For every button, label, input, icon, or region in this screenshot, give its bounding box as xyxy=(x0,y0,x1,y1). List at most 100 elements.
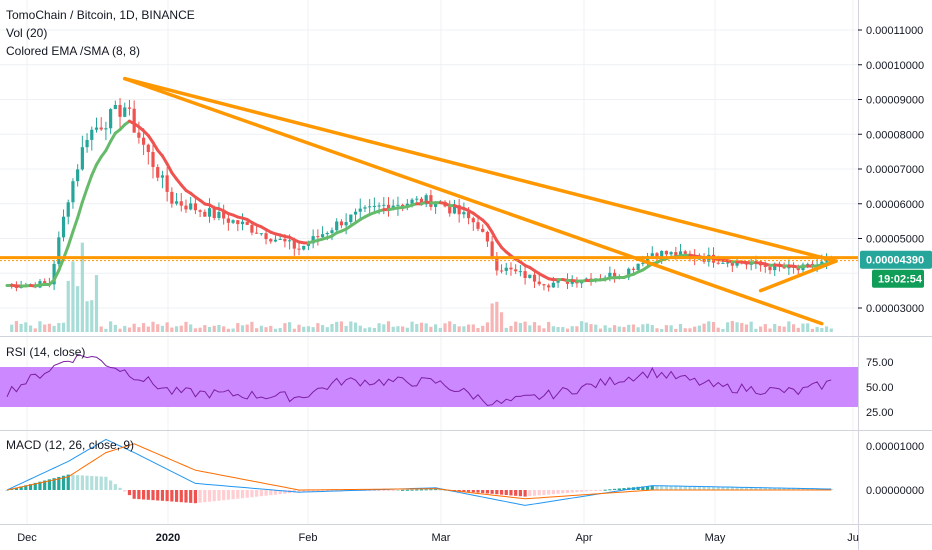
macd-histogram-bar xyxy=(203,490,207,503)
volume-bar xyxy=(424,323,428,332)
volume-bar xyxy=(80,242,84,332)
ema-segment xyxy=(160,154,169,166)
volume-bar xyxy=(528,325,532,332)
countdown-value: 19:02:54 xyxy=(878,274,923,286)
macd-histogram-bar xyxy=(222,490,226,501)
macd-histogram-bar xyxy=(264,490,268,496)
macd-histogram-bar xyxy=(466,490,471,492)
macd-histogram-bar xyxy=(523,490,527,497)
macd-histogram-bar xyxy=(499,490,504,495)
volume-bar xyxy=(678,324,683,332)
trendlines[interactable] xyxy=(0,76,858,326)
candle-body xyxy=(452,205,457,214)
candle-body xyxy=(207,208,212,217)
volume-bar xyxy=(311,327,315,332)
price-tags: 0.00004390 19:02:54 xyxy=(860,250,932,288)
volume-legend[interactable]: Vol (20) xyxy=(6,26,48,40)
volume-bar xyxy=(391,326,395,332)
date-tick-label: May xyxy=(705,532,726,544)
volume-bar xyxy=(382,324,386,332)
macd-histogram-bar xyxy=(401,489,405,491)
ema-legend[interactable]: Colored EMA /SMA (8, 8) xyxy=(6,44,141,58)
macd-histogram-bar xyxy=(386,490,391,491)
volume-bar xyxy=(782,326,786,332)
volume-bar xyxy=(99,326,103,332)
macd-histogram-bar xyxy=(325,490,329,492)
macd-histogram-bar xyxy=(255,490,259,497)
candle-body xyxy=(193,203,197,211)
volume-bar xyxy=(688,328,692,332)
volume-bar xyxy=(61,322,66,332)
macd-histogram-bar xyxy=(782,488,786,490)
candle-body xyxy=(156,167,160,178)
volume-bar xyxy=(156,324,160,332)
macd-histogram-bar xyxy=(52,478,56,490)
volume-bar xyxy=(236,323,240,332)
candle-body xyxy=(113,104,117,110)
date-axis[interactable]: Dec 2020 Feb Mar Apr May Ju xyxy=(17,532,859,544)
candle-body xyxy=(226,218,230,223)
price-tick-label: 0.00009000 xyxy=(866,95,924,107)
volume-bar xyxy=(462,326,466,332)
macd-histogram-bar xyxy=(763,487,767,490)
volume-bar xyxy=(325,327,329,332)
macd-histogram-bar xyxy=(24,485,28,490)
macd-histogram-bar xyxy=(43,480,47,490)
macd-histogram-bar xyxy=(320,490,325,492)
candle-body xyxy=(735,261,739,266)
candle-body xyxy=(174,201,179,204)
volume-bar xyxy=(368,327,372,332)
macd-histogram-bar xyxy=(650,485,654,490)
ema-segment xyxy=(104,139,113,152)
last-price-tag xyxy=(860,250,932,269)
volume-bar xyxy=(777,326,782,332)
rsi-legend[interactable]: RSI (14, close) xyxy=(6,345,86,359)
macd-histogram-bar xyxy=(33,482,37,490)
volume-bar xyxy=(320,325,325,332)
volume-bar xyxy=(476,328,480,332)
volume-bar xyxy=(556,327,560,332)
volume-bars xyxy=(10,242,833,332)
macd-histogram-bar xyxy=(368,490,372,491)
trendline-1 xyxy=(123,76,838,263)
volume-bar xyxy=(386,321,391,332)
volume-bar xyxy=(66,280,70,332)
candle-body xyxy=(160,175,165,178)
ema-segment xyxy=(71,216,80,234)
macd-histogram-bar xyxy=(38,481,42,490)
volume-bar xyxy=(339,321,344,332)
macd-histogram-bar xyxy=(622,488,626,490)
macd-panel xyxy=(5,438,833,506)
macd-histogram-bar xyxy=(146,490,150,500)
volume-bar xyxy=(514,321,518,332)
candle-body xyxy=(551,282,555,288)
candle-body xyxy=(353,211,358,215)
price-axis[interactable]: 0.00011000 0.00010000 0.00009000 0.00008000… xyxy=(858,25,924,497)
volume-bar xyxy=(132,323,136,332)
volume-bar xyxy=(127,327,132,332)
candle-body xyxy=(344,222,348,226)
ema-line xyxy=(5,119,833,288)
macd-histogram-bar xyxy=(231,490,235,500)
macd-histogram-bar xyxy=(165,490,169,502)
candle-body xyxy=(481,228,485,232)
volume-bar xyxy=(518,322,522,332)
macd-histogram-bar xyxy=(674,486,678,490)
symbol-title[interactable]: TomoChain / Bitcoin, 1D, BINANCE xyxy=(6,8,195,22)
macd-histogram-bar xyxy=(160,490,165,501)
volume-bar xyxy=(43,324,47,332)
macd-histogram-bar xyxy=(608,489,612,491)
volume-bar xyxy=(415,324,419,332)
macd-histogram-bar xyxy=(377,490,381,491)
candle-body xyxy=(504,267,508,271)
countdown-tag xyxy=(872,269,924,288)
macd-histogram-bar xyxy=(415,489,419,491)
macd-histogram-bar xyxy=(759,487,763,490)
candle-body xyxy=(429,195,433,207)
candle-body xyxy=(127,107,132,109)
macd-histogram-bar xyxy=(434,489,438,491)
rsi-tick-label: 50.00 xyxy=(866,382,894,394)
volume-bar xyxy=(575,326,579,332)
macd-legend[interactable]: MACD (12, 26, close, 9) xyxy=(6,438,135,452)
